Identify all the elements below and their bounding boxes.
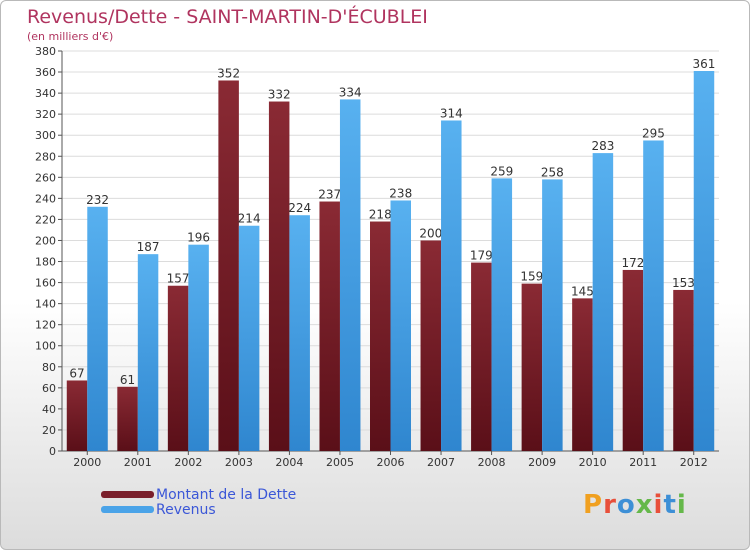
data-label-revenue: 187 <box>137 240 160 254</box>
legend: Montant de la Dette Revenus <box>101 486 297 518</box>
data-label-debt: 332 <box>268 88 291 102</box>
y-tick-label: 40 <box>42 403 56 416</box>
y-tick-label: 300 <box>35 129 56 142</box>
data-label-revenue: 224 <box>288 201 311 215</box>
y-tick-label: 0 <box>49 445 56 458</box>
data-label-debt: 157 <box>167 272 190 286</box>
proxiti-logo: Proxiti <box>583 490 687 520</box>
y-tick-label: 160 <box>35 277 56 290</box>
bar-revenue <box>289 215 310 451</box>
y-tick-label: 320 <box>35 108 56 121</box>
x-tick-label: 2002 <box>174 456 202 469</box>
bar-revenue <box>339 99 361 451</box>
y-tick-label: 360 <box>35 66 56 79</box>
data-label-debt: 200 <box>419 226 442 240</box>
y-tick-label: 240 <box>35 192 56 205</box>
x-tick-label: 2004 <box>275 456 303 469</box>
y-tick-label: 340 <box>35 87 56 100</box>
legend-item-revenue: Revenus <box>101 501 296 518</box>
legend-swatch-debt <box>101 491 154 498</box>
bar-debt <box>420 240 442 451</box>
data-label-debt: 352 <box>217 66 240 80</box>
chart-title: Revenus/Dette - SAINT-MARTIN-D'ÉCUBLEI <box>27 6 428 28</box>
x-tick-label: 2012 <box>680 456 708 469</box>
bar-revenue <box>390 200 411 451</box>
legend-label-revenue: Revenus <box>156 501 216 518</box>
data-label-revenue: 283 <box>591 139 614 153</box>
data-label-debt: 159 <box>520 270 543 284</box>
y-tick-label: 140 <box>35 298 56 311</box>
chart-subtitle: (en milliers d'€) <box>27 30 114 43</box>
x-tick-label: 2010 <box>579 456 607 469</box>
data-label-revenue: 259 <box>490 164 513 178</box>
bar-debt <box>319 201 340 451</box>
y-tick-label: 80 <box>42 361 56 374</box>
y-tick-label: 120 <box>35 319 56 332</box>
bar-debt <box>370 221 391 451</box>
data-label-debt: 145 <box>571 284 594 298</box>
data-label-revenue: 361 <box>693 57 716 71</box>
data-label-debt: 61 <box>120 373 135 387</box>
y-tick-label: 380 <box>35 45 56 58</box>
y-tick-label: 20 <box>42 424 56 437</box>
y-tick-label: 100 <box>35 340 56 353</box>
data-label-revenue: 295 <box>642 126 665 140</box>
bar-debt <box>218 80 239 451</box>
y-tick-label: 260 <box>35 171 56 184</box>
x-tick-label: 2011 <box>629 456 657 469</box>
data-label-revenue: 196 <box>187 231 210 245</box>
bar-debt <box>521 283 543 451</box>
bar-revenue <box>643 140 664 451</box>
bar-debt <box>167 285 189 451</box>
legend-label-debt: Montant de la Dette <box>156 486 297 503</box>
data-label-debt: 179 <box>470 249 493 263</box>
data-label-debt: 153 <box>672 276 695 290</box>
x-tick-label: 2008 <box>478 456 506 469</box>
bar-debt <box>268 101 290 452</box>
x-tick-label: 2005 <box>326 456 354 469</box>
data-label-revenue: 258 <box>541 165 564 179</box>
bar-debt <box>66 380 88 451</box>
bar-revenue <box>137 254 159 451</box>
bar-revenue <box>491 178 513 452</box>
legend-item-debt: Montant de la Dette <box>101 486 297 503</box>
bar-debt <box>117 386 138 451</box>
y-tick-label: 220 <box>35 213 56 226</box>
bar-revenue <box>693 71 715 451</box>
legend-swatch-revenue <box>101 506 154 513</box>
bar-debt <box>622 269 644 451</box>
bar-revenue <box>238 225 260 451</box>
data-label-revenue: 214 <box>238 212 261 226</box>
data-label-revenue: 334 <box>339 85 362 99</box>
bar-revenue <box>592 153 614 451</box>
bar-revenue <box>441 120 462 451</box>
bar-revenue <box>188 244 209 451</box>
x-tick-label: 2000 <box>73 456 101 469</box>
data-label-revenue: 238 <box>389 186 412 200</box>
x-tick-label: 2007 <box>427 456 455 469</box>
data-label-revenue: 232 <box>86 193 109 207</box>
data-label-debt: 172 <box>621 256 644 270</box>
y-tick-label: 280 <box>35 150 56 163</box>
bar-debt <box>673 289 694 451</box>
x-tick-label: 2001 <box>124 456 152 469</box>
x-tick-label: 2003 <box>225 456 253 469</box>
y-tick-label: 180 <box>35 256 56 269</box>
data-label-debt: 218 <box>369 208 392 222</box>
data-label-debt: 237 <box>318 188 341 202</box>
y-tick-label: 60 <box>42 382 56 395</box>
x-tick-label: 2009 <box>528 456 556 469</box>
bar-debt <box>471 262 492 451</box>
bar-debt <box>572 298 593 451</box>
y-tick-label: 200 <box>35 234 56 247</box>
x-tick-label: 2006 <box>377 456 405 469</box>
data-label-revenue: 314 <box>440 106 463 120</box>
bar-revenue <box>542 179 563 451</box>
bar-revenue <box>87 206 108 451</box>
data-label-debt: 67 <box>69 366 84 380</box>
